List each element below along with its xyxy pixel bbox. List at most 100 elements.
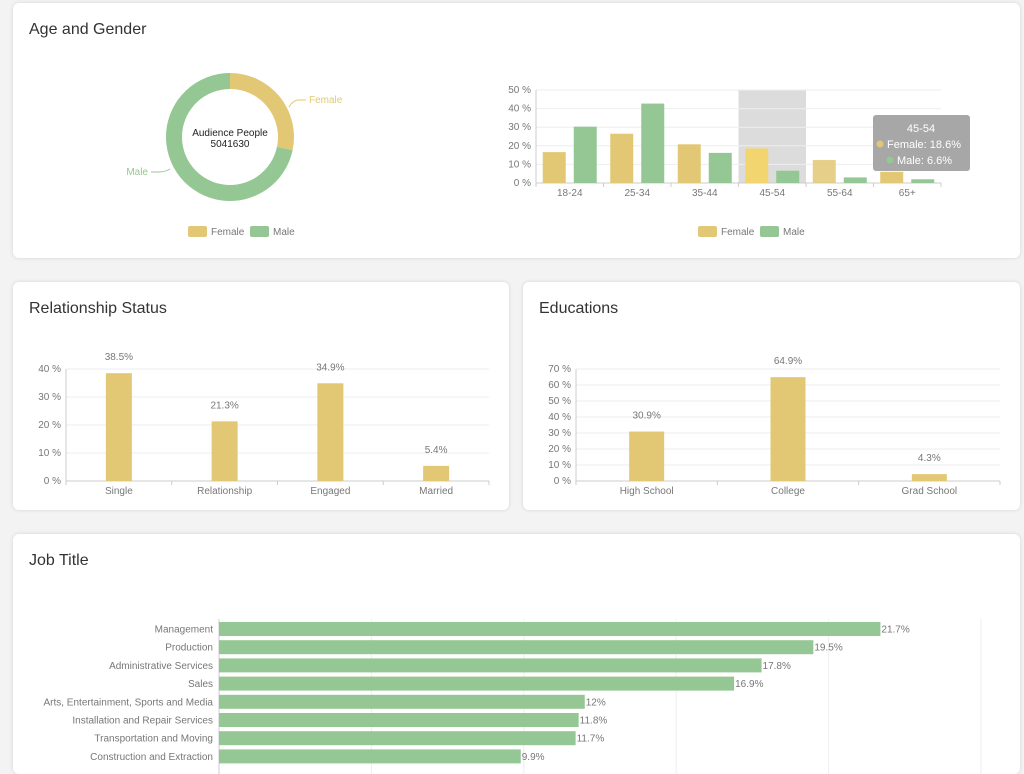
job-bar-arts-entertainment-sports-and-media (219, 694, 585, 709)
age-y-tick-label: 0 % (514, 178, 531, 189)
legend-female-swatch (188, 226, 207, 237)
rel-y-tick-label: 40 % (38, 364, 61, 375)
job-data-label: 21.7% (881, 625, 909, 636)
job-data-label: 12% (586, 697, 606, 708)
job-category-label: Installation and Repair Services (72, 716, 213, 727)
edu-bar-high-school (629, 431, 665, 481)
age-bar-male-65+ (911, 179, 935, 183)
rel-y-tick-label: 30 % (38, 392, 61, 403)
job-category-label: Administrative Services (109, 661, 213, 672)
age-legend-male-swatch (760, 226, 779, 237)
job-title-card: Job Title Management 21.7% Production 19.5%… (13, 534, 1020, 774)
rel-data-label: 38.5% (105, 352, 133, 363)
age-bar-male-35-44 (708, 152, 732, 183)
edu-y-tick-label: 50 % (548, 396, 571, 407)
age-tooltip-title: 45-54 (907, 123, 935, 135)
age-bar-male-18-24 (573, 126, 597, 183)
job-title-heading: Job Title (29, 552, 89, 569)
edu-y-tick-label: 40 % (548, 412, 571, 423)
age-x-tick-label: 45-54 (759, 188, 785, 199)
rel-bar-married (423, 465, 450, 481)
edu-data-label: 4.3% (918, 453, 941, 464)
age-gender-title: Age and Gender (29, 21, 147, 38)
edu-y-tick-label: 30 % (548, 428, 571, 439)
edu-data-label: 30.9% (632, 411, 660, 422)
edu-x-tick-label: High School (620, 486, 674, 497)
edu-y-tick-label: 60 % (548, 380, 571, 391)
donut-center-label: Audience People (192, 128, 268, 139)
male-slice-label: Male (126, 167, 148, 178)
age-bar-chart: 0 % 10 % 20 % 30 % 40 % 50 % 18-24 25-34 35-44 45… (508, 85, 970, 238)
age-legend-female-label: Female (721, 227, 755, 238)
female-slice-label: Female (309, 95, 343, 106)
age-bar-female-35-44 (677, 144, 701, 183)
rel-bar-single (105, 373, 132, 481)
age-tooltip-male: Male: 6.6% (897, 155, 952, 167)
job-bar-transportation-and-moving (219, 731, 576, 746)
job-bar-construction-and-extraction (219, 749, 521, 764)
job-category-label: Management (155, 625, 214, 636)
age-gender-card: Age and Gender Audience People 5041630 Fem… (13, 3, 1020, 258)
age-bar-female-55-64 (812, 159, 836, 183)
job-data-label: 11.8% (580, 716, 608, 727)
donut-slice-female (230, 73, 294, 151)
age-y-tick-label: 20 % (508, 141, 531, 152)
age-bar-female-65+ (880, 171, 904, 183)
rel-y-tick-label: 10 % (38, 448, 61, 459)
rel-y-tick-label: 20 % (38, 420, 61, 431)
education-card: Educations 0 % 10 % 20 % 30 % 40 % 50 % 60 % 70… (523, 282, 1020, 510)
rel-data-label: 34.9% (316, 362, 344, 373)
education-title: Educations (539, 300, 619, 317)
edu-x-tick-label: Grad School (902, 486, 958, 497)
job-category-label: Production (165, 643, 213, 654)
job-data-label: 9.9% (522, 752, 545, 763)
age-bar-male-45-54 (776, 170, 800, 183)
male-leader-line (151, 168, 171, 173)
age-bar-female-25-34 (610, 133, 634, 183)
age-y-tick-label: 50 % (508, 85, 531, 96)
age-tooltip-box (873, 115, 970, 171)
job-bar-sales (219, 676, 735, 691)
age-x-tick-label: 25-34 (624, 188, 650, 199)
relationship-card: Relationship Status 0 % 10 % 20 % 30 % 40 % 3… (13, 282, 509, 510)
job-data-label: 19.5% (814, 643, 842, 654)
age-y-tick-label: 10 % (508, 159, 531, 170)
rel-x-tick-label: Relationship (197, 486, 252, 497)
job-bar-installation-and-repair-services (219, 713, 579, 727)
job-category-label: Construction and Extraction (90, 752, 213, 763)
donut-center-value: 5041630 (211, 139, 250, 150)
legend-female-label: Female (211, 227, 245, 238)
age-bar-female-45-54 (745, 148, 769, 183)
job-bar-administrative-services (219, 658, 762, 673)
rel-bar-relationship (211, 421, 238, 481)
age-y-tick-label: 40 % (508, 104, 531, 115)
job-data-label: 17.8% (763, 661, 791, 672)
rel-x-tick-label: Single (105, 486, 133, 497)
legend-male-label: Male (273, 227, 295, 238)
age-x-tick-label: 35-44 (692, 188, 718, 199)
edu-bar-college (770, 377, 806, 481)
rel-x-tick-label: Married (419, 486, 453, 497)
rel-bar-engaged (317, 383, 344, 481)
job-bar-production (219, 640, 814, 655)
age-x-tick-label: 65+ (899, 188, 916, 199)
edu-data-label: 64.9% (774, 356, 802, 367)
age-bar-male-25-34 (641, 103, 665, 183)
job-category-label: Arts, Entertainment, Sports and Media (43, 697, 213, 708)
age-x-tick-label: 18-24 (557, 188, 583, 199)
edu-y-tick-label: 10 % (548, 460, 571, 471)
rel-y-tick-label: 0 % (44, 476, 61, 487)
age-tooltip-female-dot (876, 140, 884, 148)
job-title-bar-chart: Management 21.7% Production 19.5% Administra… (43, 619, 982, 774)
edu-y-tick-label: 0 % (554, 476, 571, 487)
job-category-label: Sales (188, 679, 213, 690)
job-bar-management (219, 622, 881, 636)
edu-y-tick-label: 20 % (548, 444, 571, 455)
relationship-title: Relationship Status (29, 300, 167, 317)
rel-data-label: 21.3% (210, 400, 238, 411)
age-bar-female-18-24 (542, 152, 566, 183)
age-bar-male-55-64 (843, 177, 867, 183)
female-leader-line (288, 99, 306, 108)
age-y-tick-label: 30 % (508, 122, 531, 133)
